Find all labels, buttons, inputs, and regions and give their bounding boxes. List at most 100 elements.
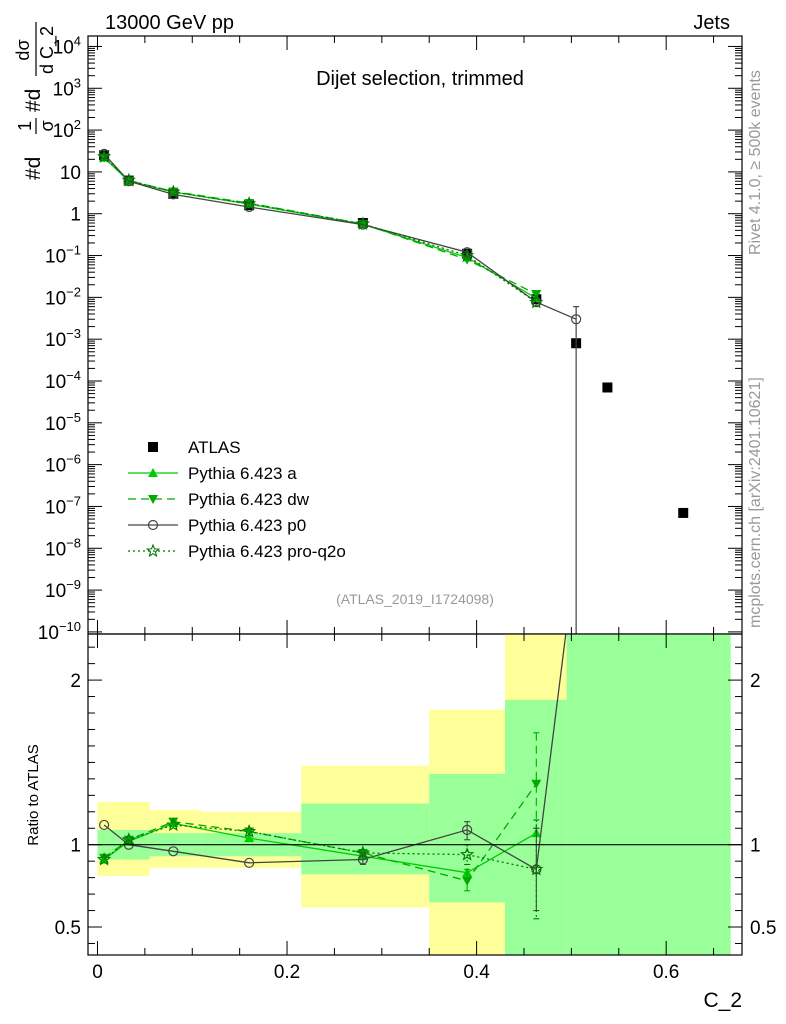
series-line xyxy=(103,157,537,299)
data-point xyxy=(462,247,473,258)
main-plot-frame xyxy=(87,35,743,635)
ratio-y-tick-label-right: 0.5 xyxy=(750,918,776,939)
y-tick-label: 10−7 xyxy=(45,493,81,518)
y-tick-label: 10−10 xyxy=(38,619,81,644)
legend-label: Pythia 6.423 pro-q2o xyxy=(188,542,346,561)
data-point xyxy=(166,184,181,199)
main-plot-axes: 10−10 10−9 10−8 10−7 10−6 10−5 10−4 10−3 10−2 10−… xyxy=(38,33,742,644)
legend-item: ATLAS xyxy=(148,438,241,457)
ratio-line xyxy=(103,824,537,871)
band-inner xyxy=(566,634,731,955)
y-tick-label: 10−2 xyxy=(45,284,81,309)
ratio-point xyxy=(462,876,473,886)
y-axis-label-frac2-num: dσ xyxy=(13,39,33,60)
legend-marker xyxy=(148,468,158,477)
ratio-point xyxy=(241,824,257,838)
band-inner xyxy=(301,803,430,875)
ratio-point xyxy=(459,847,475,861)
x-tick-label: 0.2 xyxy=(274,962,300,983)
y-tick-label: 10 xyxy=(60,163,81,184)
data-point xyxy=(241,196,257,210)
data-point xyxy=(602,382,613,393)
x-tick-label: 0 xyxy=(92,962,103,983)
legend-item: Pythia 6.423 p0 xyxy=(128,516,306,535)
ratio-point xyxy=(355,845,371,860)
series-pythia-6-423-a xyxy=(99,152,542,303)
data-point xyxy=(529,294,544,309)
ratio-point xyxy=(529,861,544,876)
y-tick-label: 1 xyxy=(70,205,81,226)
side-label-top: Rivet 4.1.0, ≥ 500k events xyxy=(747,70,764,255)
series-pythia-6-423-pro-q2o xyxy=(96,149,544,309)
y-tick-label: 102 xyxy=(53,117,81,142)
x-axis-label: C_2 xyxy=(703,989,742,1012)
series-line xyxy=(103,157,537,295)
y-axis-label-frac1-num: 1 xyxy=(15,121,35,131)
y-tick-label: 104 xyxy=(53,33,81,58)
data-point xyxy=(244,201,255,213)
ratio-y-tick-label-right: 1 xyxy=(750,836,761,857)
y-tick-label: 10−8 xyxy=(45,535,81,560)
ratio-y-tick-label: 0.5 xyxy=(55,918,81,939)
series-atlas xyxy=(99,150,689,518)
ratio-plot-axes: 0.5 0.5 1 1 2 2 0 0.2 0.4 0.6 xyxy=(55,634,776,983)
data-point xyxy=(355,216,371,231)
legend-label: Pythia 6.423 dw xyxy=(188,490,310,509)
ratio-plot-frame xyxy=(87,633,743,956)
ratio-series-pythia-6-423-pro-q2o xyxy=(96,817,544,920)
y-tick-label: 10−6 xyxy=(45,452,81,477)
analysis-tag: (ATLAS_2019_I1724098) xyxy=(336,591,494,607)
y-axis-label-frac2-den: d C_2 xyxy=(37,26,58,74)
legend-marker xyxy=(147,519,159,531)
legend-marker xyxy=(145,543,161,558)
legend-label: ATLAS xyxy=(188,438,241,457)
series-pythia-6-423-p0 xyxy=(99,148,582,634)
y-axis-label-prefix2: #d xyxy=(22,89,45,112)
ratio-uncertainty-bands xyxy=(97,634,731,955)
legend: ATLAS Pythia 6.423 a Pythia 6.423 dw Pythia… xyxy=(128,438,346,561)
series-line xyxy=(103,153,577,320)
y-tick-label: 10−4 xyxy=(45,368,81,393)
ratio-point xyxy=(462,824,473,835)
ratio-point xyxy=(168,846,179,857)
legend-marker xyxy=(148,442,158,452)
series-pythia-6-423-dw xyxy=(99,153,542,300)
legend-label: Pythia 6.423 p0 xyxy=(188,516,306,535)
ratio-point xyxy=(166,817,181,831)
data-point xyxy=(168,189,179,200)
y-tick-label: 10−1 xyxy=(45,243,81,268)
y-tick-label: 10−3 xyxy=(45,326,81,351)
y-tick-label: 10−5 xyxy=(45,410,81,435)
data-point xyxy=(678,507,689,518)
header-left: 13000 GeV pp xyxy=(105,12,234,34)
data-point xyxy=(123,176,134,187)
data-point xyxy=(571,314,582,325)
ratio-point xyxy=(531,779,542,789)
ratio-y-axis-label: Ratio to ATLAS xyxy=(25,744,42,845)
header-right: Jets xyxy=(693,12,730,34)
ratio-line xyxy=(103,634,567,871)
chart-title: Dijet selection, trimmed xyxy=(316,68,524,90)
y-axis-label-frac1-den: σ xyxy=(37,120,57,131)
ratio-point xyxy=(244,857,255,868)
y-axis-label-prefix1: #d xyxy=(22,157,45,180)
legend-item: Pythia 6.423 a xyxy=(128,464,297,483)
main-plot-series xyxy=(96,148,689,634)
side-label-bottom: mcplots.cern.ch [arXiv:2401.10621] xyxy=(747,377,764,628)
data-point xyxy=(121,172,136,187)
series-line xyxy=(103,156,537,303)
x-tick-label: 0.6 xyxy=(653,962,679,983)
y-tick-label: 10−9 xyxy=(45,577,81,602)
legend-item: Pythia 6.423 dw xyxy=(128,490,310,509)
data-point xyxy=(96,149,112,163)
legend-label: Pythia 6.423 a xyxy=(188,464,297,483)
ratio-point xyxy=(99,819,110,831)
legend-marker xyxy=(148,495,158,504)
data-point xyxy=(459,248,475,262)
ratio-point xyxy=(99,853,110,863)
ratio-point xyxy=(121,832,136,846)
ratio-plot-series xyxy=(96,634,567,920)
legend-item: Pythia 6.423 pro-q2o xyxy=(128,542,346,561)
y-tick-label: 103 xyxy=(53,75,81,100)
